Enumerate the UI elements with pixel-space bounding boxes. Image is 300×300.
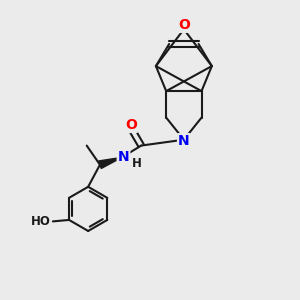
Text: O: O [125, 118, 137, 132]
Text: HO: HO [31, 215, 50, 228]
Text: O: O [178, 18, 190, 32]
Polygon shape [99, 158, 122, 169]
Text: N: N [118, 150, 129, 164]
Text: N: N [178, 134, 190, 148]
Text: H: H [131, 157, 141, 170]
Text: H: H [40, 215, 50, 228]
